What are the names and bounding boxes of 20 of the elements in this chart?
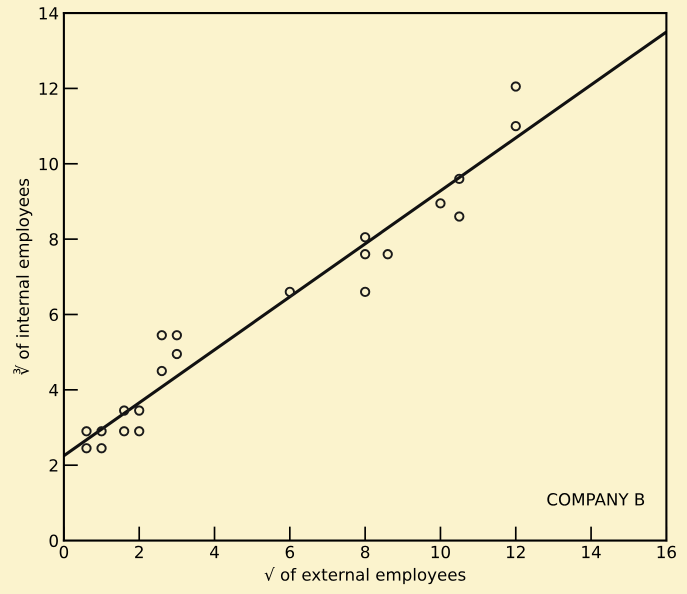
- y-tick-label: 10: [40, 158, 58, 170]
- x-tick-label: 4: [210, 546, 219, 558]
- x-axis-title: √ of external employees: [264, 567, 466, 584]
- x-tick-label: 8: [360, 546, 370, 558]
- x-tick-label: 6: [286, 546, 294, 558]
- y-axis-title: ∛ of internal employees: [13, 178, 32, 376]
- y-tick-label: 4: [49, 384, 58, 396]
- x-tick-label: 16: [658, 546, 676, 558]
- y-tick-label: 6: [50, 308, 58, 322]
- y-tick-label: 0: [50, 534, 58, 548]
- y-tick-label: 2: [50, 459, 58, 472]
- x-tick-label: 2: [135, 546, 143, 558]
- x-tick-label: 0: [60, 546, 68, 558]
- annotation: COMPANY B: [547, 493, 644, 506]
- y-tick-label: 14: [40, 7, 58, 20]
- x-tick-label: 12: [506, 546, 525, 558]
- y-tick-label: 8: [50, 233, 58, 246]
- x-tick-label: 10: [432, 546, 450, 558]
- x-tick-label: 14: [582, 546, 601, 558]
- y-tick-label: 12: [40, 82, 58, 95]
